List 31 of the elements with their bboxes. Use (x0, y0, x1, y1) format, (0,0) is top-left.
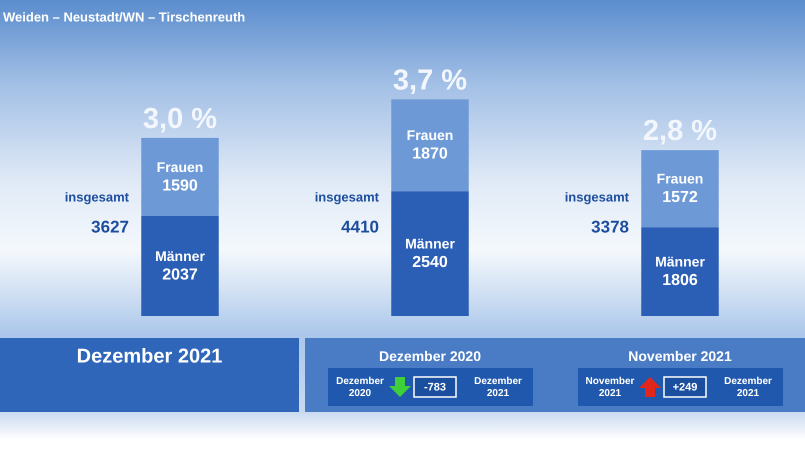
text: Männer (655, 254, 705, 270)
text: -783 (424, 382, 446, 394)
text: Frauen (656, 170, 704, 187)
annotation: 2,8 % (642, 115, 718, 148)
annotation: insgesamt (564, 190, 630, 205)
data-label: 1590 (162, 177, 198, 194)
annotation: 3,0 % (142, 102, 218, 135)
text: November 2021 (586, 376, 635, 399)
x-tick-label: Dezember 2020 (379, 348, 482, 364)
annotation: 3,7 % (392, 64, 468, 96)
x-tick-label: Dezember 2021 (76, 346, 222, 368)
series-label: Männer (155, 248, 206, 264)
data-label: 1806 (662, 272, 698, 290)
data-label: 2540 (412, 254, 448, 272)
text: Männer (405, 235, 455, 252)
data-label: 1870 (412, 146, 448, 163)
total-label: 3378 (591, 218, 629, 237)
text: Frauen (156, 158, 204, 175)
chart-title: Weiden – Neustadt/WN – Tirschenreuth (3, 10, 246, 25)
total-label: 3627 (91, 218, 129, 237)
data-label: 2037 (162, 266, 198, 284)
annotation: insgesamt (314, 190, 380, 205)
text: Dezember 2021 (474, 376, 522, 399)
total-label: 4410 (341, 218, 379, 237)
text: +249 (672, 382, 698, 394)
annotation: insgesamt (64, 190, 130, 205)
x-tick-label: November 2021 (628, 348, 732, 364)
series-label: Frauen (406, 127, 454, 144)
data-label: 1572 (662, 189, 698, 206)
text: Dezember 2020 (336, 376, 384, 399)
text: Dezember 2021 (724, 376, 772, 399)
